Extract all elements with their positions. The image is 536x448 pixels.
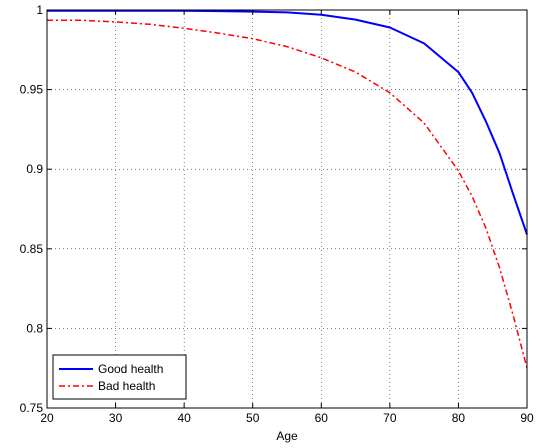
plot-frame [46, 9, 528, 409]
y-tick-label: 0.95 [20, 83, 44, 97]
x-tick-label: 70 [383, 411, 397, 425]
plot-area [47, 10, 527, 408]
x-tick-label: 60 [315, 411, 329, 425]
axis-ticks [46, 9, 528, 409]
grid-lines [47, 10, 527, 408]
x-tick-label: 80 [452, 411, 466, 425]
series-lines [47, 9, 528, 369]
x-tick-label: 20 [40, 411, 54, 425]
x-axis-label: Age [276, 429, 298, 443]
y-tick-label: 0.85 [20, 242, 44, 256]
x-tick-label: 90 [520, 411, 534, 425]
series-line-good-health [47, 9, 528, 235]
legend-label-bad-health: Bad health [98, 379, 155, 393]
legend: Good health Bad health [52, 354, 187, 400]
x-tick-labels: 20 30 40 50 60 70 80 90 [40, 411, 534, 425]
y-tick-label: 1 [36, 3, 43, 17]
y-tick-label: 0.75 [20, 401, 44, 415]
y-tick-label: 0.9 [26, 162, 43, 176]
y-tick-label: 0.8 [26, 321, 43, 335]
x-tick-label: 30 [109, 411, 123, 425]
series-line-bad-health [47, 19, 528, 369]
legend-box [52, 354, 187, 400]
legend-label-good-health: Good health [98, 362, 163, 376]
x-tick-label: 50 [246, 411, 260, 425]
x-tick-label: 40 [177, 411, 191, 425]
y-tick-labels: 0.75 0.8 0.85 0.9 0.95 1 [20, 3, 44, 415]
